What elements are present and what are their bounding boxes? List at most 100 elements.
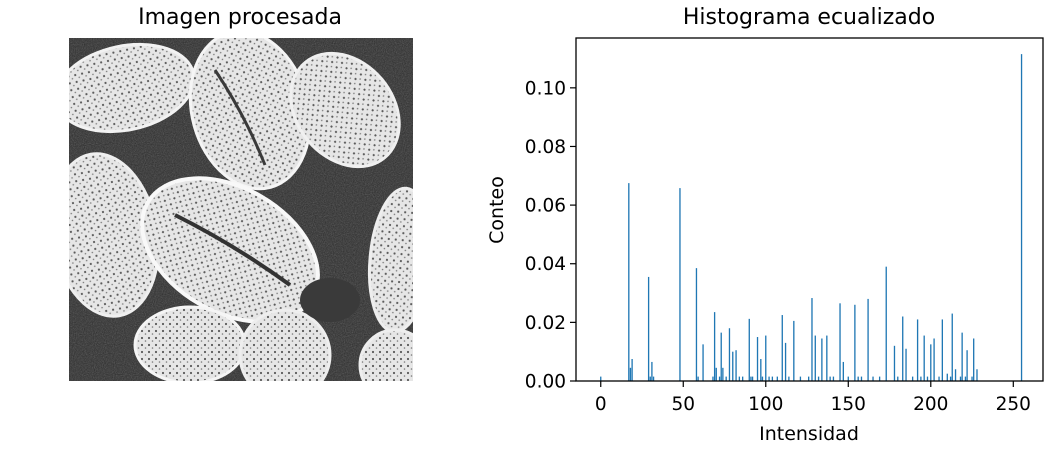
histogram-bar — [756, 337, 759, 381]
histogram-bar — [695, 268, 698, 381]
histogram-bar — [897, 376, 899, 381]
image-panel-title: Imagen procesada — [138, 5, 342, 30]
histogram-bar — [973, 338, 975, 381]
histogram-bar — [839, 303, 841, 381]
histogram-bar — [847, 376, 849, 381]
histogram-bar — [878, 376, 881, 381]
histogram-bar — [628, 183, 630, 381]
histogram-bar — [793, 320, 795, 381]
histogram-bar — [893, 345, 896, 381]
histogram-bar — [718, 376, 721, 381]
histogram-bar — [722, 367, 724, 381]
y-tick-label: 0.04 — [525, 254, 566, 275]
x-tick-label: 50 — [671, 394, 695, 415]
histogram-bar — [867, 298, 869, 381]
histogram-bar — [911, 376, 914, 381]
histogram-bar — [771, 376, 774, 381]
histogram-bar — [946, 373, 948, 381]
histogram-bar — [751, 376, 754, 381]
x-tick-label: 100 — [748, 394, 783, 415]
histogram-bar — [725, 376, 727, 381]
histogram-bar — [600, 376, 602, 381]
histogram-bar — [941, 319, 943, 381]
histogram-bar — [679, 188, 681, 381]
histogram-bar — [920, 376, 922, 381]
histogram-bar — [713, 312, 716, 381]
histogram-bar — [750, 376, 752, 381]
histogram-bar — [842, 361, 844, 381]
histogram-bar — [905, 348, 907, 381]
histogram-bars — [600, 54, 1023, 382]
x-tick-label: 250 — [996, 394, 1031, 415]
histogram-bar — [715, 367, 717, 381]
histogram-bar — [976, 369, 978, 381]
histogram-bar — [832, 376, 835, 381]
y-tick-label: 0.08 — [525, 137, 566, 158]
histogram-bar — [826, 335, 828, 381]
histogram-bar — [652, 376, 655, 381]
y-axis-ticks: 0.00 0.02 0.04 0.06 0.08 0.10 — [525, 78, 576, 393]
histogram-bar — [961, 332, 963, 381]
histogram-bar — [697, 376, 699, 381]
histogram-bar — [954, 369, 957, 381]
histogram-bar — [821, 338, 823, 381]
histogram-bar — [647, 276, 650, 381]
histogram-bar — [951, 313, 953, 381]
histogram-bar — [857, 376, 859, 381]
histogram-bar — [1020, 54, 1023, 382]
pollen-grains-image — [69, 38, 413, 381]
histogram-bar — [902, 316, 904, 381]
histogram-bar — [712, 376, 714, 381]
histogram-bar — [784, 342, 787, 381]
y-tick-label: 0.02 — [525, 313, 566, 334]
histogram-bar — [738, 376, 741, 381]
histogram-bar — [702, 344, 704, 381]
x-axis-label: Intensidad — [759, 423, 859, 445]
histogram-bar — [649, 376, 651, 381]
histogram-bar — [933, 338, 935, 381]
histogram-bar — [923, 335, 925, 381]
x-tick-label: 0 — [595, 394, 607, 415]
histogram-bar — [720, 332, 722, 381]
histogram-bar — [971, 376, 973, 381]
histogram-bar — [776, 376, 778, 381]
histogram-bar — [651, 361, 653, 381]
y-tick-label: 0.00 — [525, 372, 566, 393]
x-tick-label: 150 — [831, 394, 866, 415]
histogram-bar — [930, 344, 932, 381]
histogram-bar — [748, 318, 750, 381]
histogram-bar — [964, 376, 967, 381]
x-tick-label: 200 — [913, 394, 948, 415]
histogram-bar — [885, 266, 887, 381]
histogram-bar — [631, 359, 633, 381]
histogram-bar — [799, 376, 802, 381]
chart-title: Histograma ecualizado — [683, 5, 935, 30]
histogram-bar — [829, 376, 831, 381]
histogram-bar — [959, 376, 962, 381]
histogram-bar — [732, 351, 734, 381]
histogram-bar — [781, 315, 783, 381]
histogram-bar — [966, 350, 968, 381]
histogram-bar — [854, 304, 856, 381]
histogram-bar — [872, 376, 874, 381]
y-axis-label: Conteo — [486, 176, 508, 244]
y-tick-label: 0.06 — [525, 196, 566, 217]
histogram-bar — [788, 376, 790, 381]
histogram-bar — [949, 376, 952, 381]
histogram-bar — [811, 298, 813, 381]
histogram-bar — [808, 376, 810, 381]
histogram-bar — [765, 335, 767, 381]
histogram-bar — [860, 376, 863, 381]
histogram-bar — [742, 376, 744, 381]
histogram-bar — [629, 367, 632, 381]
histogram-bar — [817, 376, 820, 381]
histogram-bar — [760, 359, 762, 381]
histogram-bar — [735, 350, 737, 381]
histogram-bar — [761, 376, 764, 381]
y-tick-label: 0.10 — [525, 78, 566, 99]
histogram-bar — [916, 319, 919, 381]
x-axis-ticks: 0 50 100 150 200 250 — [595, 381, 1031, 415]
histogram-bar — [814, 335, 816, 381]
